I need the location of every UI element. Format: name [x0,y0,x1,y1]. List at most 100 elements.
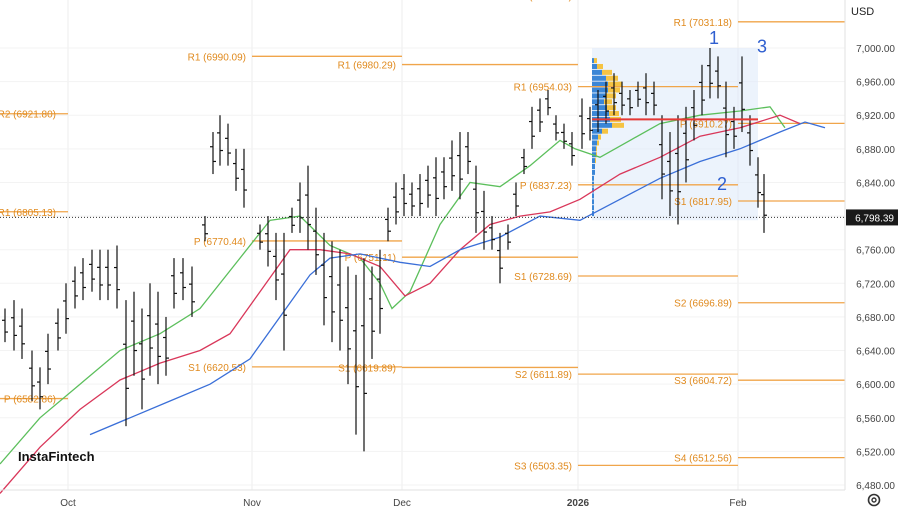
volume-bar [595,158,596,164]
price-bar [329,241,335,343]
price-bar [707,48,713,99]
price-bar [29,350,35,401]
x-tick-label: 2026 [567,498,590,509]
pivot-label: S3 (6503.35) [514,461,572,472]
price-bar [579,98,585,149]
y-axis: 7,000.00 6,960.00 6,920.00 6,880.00 6,840.00… [856,44,895,492]
price-bar [241,148,247,208]
price-bar [433,157,439,217]
price-bar [569,132,575,166]
price-bar [11,300,17,351]
volume-bar [592,63,597,69]
pivot-label: S1 (6620.53) [188,363,246,374]
pivot-label: P (6770.44) [194,237,246,248]
volume-bar [592,122,612,128]
price-bar [699,64,705,116]
wave-label: 3 [757,36,767,56]
volume-bar [602,128,608,134]
price-bar [449,140,455,191]
y-tick-label: 6,600.00 [856,380,895,391]
price-bar [603,81,609,124]
price-bar [545,90,551,116]
pivot-label: R1 (6990.09) [188,52,246,63]
price-bar [489,216,495,250]
volume-bar [592,199,594,205]
price-bar [97,249,103,301]
price-bar [465,132,471,175]
price-bar [114,245,120,309]
volume-bar [604,99,612,105]
wave-label: 2 [717,174,727,194]
price-bar [755,157,761,208]
pivot-label: S2 (6696.89) [674,299,732,310]
gear-icon[interactable] [866,492,882,508]
volume-bar [592,187,594,193]
price-bar [105,249,111,301]
currency-selector[interactable]: USD [851,6,875,18]
volume-bar [592,175,594,181]
y-tick-label: 6,920.00 [856,111,895,122]
volume-bar [606,75,618,81]
price-bar [273,232,279,301]
price-bar [345,266,351,385]
price-bar [289,207,295,233]
pivot-label: S1 (6619.89) [338,363,396,374]
price-bar [37,367,43,410]
price-bar [55,308,61,351]
price-bar [619,81,625,116]
volume-bar [592,128,602,134]
price-bar [457,132,463,200]
price-bar [281,232,287,351]
price-bar [643,73,649,116]
volume-bar [592,58,594,64]
y-tick-label: 6,560.00 [856,414,895,425]
x-tick-label: Feb [729,498,747,509]
volume-bar [592,105,607,111]
y-tick-label: 6,480.00 [856,481,895,492]
price-bar [505,224,511,250]
y-tick-label: 6,960.00 [856,78,895,89]
price-bar [675,115,681,225]
x-tick-label: Dec [393,498,411,509]
wave-label: 1 [709,28,719,48]
price-bar [217,115,223,166]
price-bar [2,308,8,343]
price-bar [377,249,383,334]
pivot-label: P (6837.23) [520,181,572,192]
price-bar [635,81,641,107]
price-bar [747,115,753,166]
volume-bar [592,93,606,99]
ma-mid-line [0,114,801,494]
volume-bar [608,81,622,87]
price-bar [313,207,319,275]
price-bar [233,148,239,191]
price-bar [587,106,593,141]
volume-bar [596,152,597,158]
price-bar [659,115,665,200]
volume-profile-box [592,48,758,221]
volume-bar [602,69,612,75]
pivot-label: R2 (6921.80) [0,110,56,121]
volume-bar [592,169,595,175]
price-bar [225,123,231,166]
y-tick-label: 7,000.00 [856,44,895,55]
price-bar [417,174,423,217]
price-bar [537,98,543,133]
price-bar [731,106,737,149]
pivot-label: P (6582.86) [4,395,56,406]
volume-bar [592,87,608,93]
ma-slow-line [89,121,826,436]
pivot-label: R1 (6954.03) [514,83,572,94]
volume-bar [596,146,597,152]
ma-fast-line [0,106,786,465]
price-bar [369,266,375,359]
price-bar [163,316,169,376]
price-bar [553,115,559,141]
price-bar [651,81,657,116]
price-bar [497,232,503,284]
x-tick-label: Nov [243,498,261,509]
y-tick-label: 6,720.00 [856,279,895,290]
price-bar [257,224,263,250]
x-tick-label: Oct [60,498,76,509]
price-bar [337,249,343,351]
